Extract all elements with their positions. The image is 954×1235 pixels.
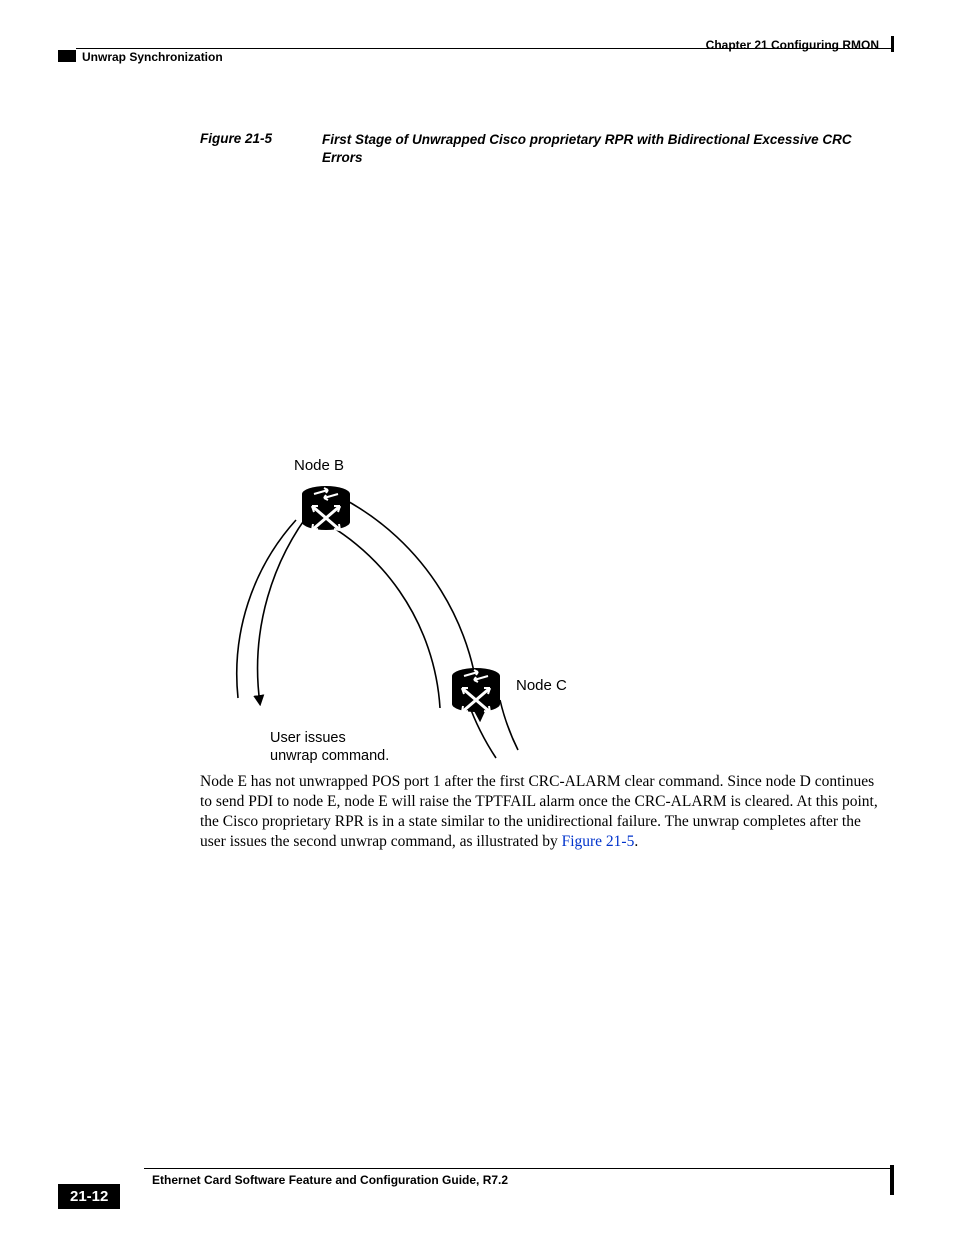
node-b-label: Node B <box>294 457 344 474</box>
page-number-badge: 21-12 <box>58 1184 120 1209</box>
figure-number: Figure 21-5 <box>200 131 272 146</box>
ring-diagram: Node B Node C User issues unwrap command… <box>200 440 720 780</box>
header-pipe-icon <box>891 36 894 52</box>
para-text-1: Node E has not unwrapped POS port 1 afte… <box>200 773 878 850</box>
figure-link[interactable]: Figure 21-5 <box>562 833 635 850</box>
figure-title: First Stage of Unwrapped Cisco proprieta… <box>322 131 862 167</box>
footer-guide-title: Ethernet Card Software Feature and Confi… <box>152 1173 508 1187</box>
footer-right-bar-icon <box>890 1165 894 1195</box>
node-b-icon <box>302 486 350 530</box>
header-section: Unwrap Synchronization <box>82 50 223 64</box>
user-issues-line1: User issues <box>270 730 346 746</box>
body-paragraph: Node E has not unwrapped POS port 1 afte… <box>200 772 890 853</box>
node-c-label: Node C <box>516 677 567 694</box>
node-c-icon <box>452 668 500 712</box>
header-block-icon <box>58 50 76 62</box>
page: Chapter 21 Configuring RMON Unwrap Synch… <box>0 0 954 1235</box>
header-chapter: Chapter 21 Configuring RMON <box>706 38 879 52</box>
para-text-2: . <box>634 833 638 850</box>
user-issues-line2: unwrap command. <box>270 748 389 764</box>
footer-rule <box>144 1168 894 1169</box>
